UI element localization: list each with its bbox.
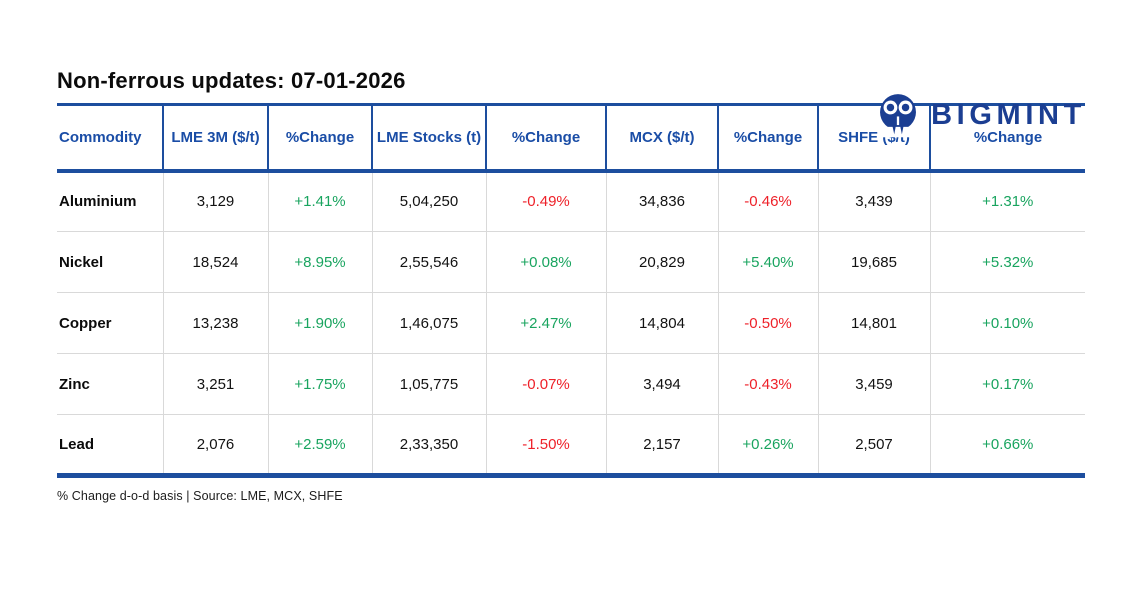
percent-change-cell: +1.41% — [267, 170, 372, 232]
price-value-cell: 3,439 — [817, 170, 930, 232]
percent-change-cell: -1.50% — [485, 414, 606, 476]
percent-change-cell: +0.17% — [929, 353, 1085, 415]
commodity-name-cell: Aluminium — [59, 193, 137, 211]
table-row: Zinc 3,251 +1.75% 1,05,775 -0.07% 3,494 -0.43%… — [57, 353, 1085, 415]
price-value-cell: 20,829 — [605, 231, 718, 293]
table-row: Lead 2,076 +2.59% 2,33,350 -1.50% 2,157 +0.26%… — [57, 414, 1085, 476]
percent-change-cell: +0.26% — [717, 414, 818, 476]
source-footnote: % Change d-o-d basis | Source: LME, MCX,… — [57, 489, 343, 503]
column-header-commodity: Commodity — [57, 104, 163, 173]
percent-change-cell: -0.43% — [717, 353, 818, 415]
price-value-cell: 13,238 — [162, 292, 268, 354]
price-value-cell: 34,836 — [605, 170, 718, 232]
percent-change-cell: +5.32% — [929, 231, 1085, 293]
percent-change-cell: +1.31% — [929, 170, 1085, 232]
percent-change-cell: +2.59% — [267, 414, 372, 476]
percent-change-cell: +5.40% — [717, 231, 818, 293]
price-value-cell: 19,685 — [817, 231, 930, 293]
price-value-cell: 1,05,775 — [371, 353, 486, 415]
price-value-cell: 2,157 — [605, 414, 718, 476]
percent-change-cell: -0.49% — [485, 170, 606, 232]
price-value-cell: 3,494 — [605, 353, 718, 415]
price-value-cell: 5,04,250 — [371, 170, 486, 232]
price-value-cell: 3,459 — [817, 353, 930, 415]
price-value-cell: 2,33,350 — [371, 414, 486, 476]
page-title: Non-ferrous updates: 07-01-2026 — [57, 68, 406, 93]
price-value-cell: 3,251 — [162, 353, 268, 415]
percent-change-cell: +2.47% — [485, 292, 606, 354]
percent-change-cell: +1.90% — [267, 292, 372, 354]
percent-change-cell: -0.50% — [717, 292, 818, 354]
percent-change-cell: +8.95% — [267, 231, 372, 293]
column-header-lme-3m: LME 3M ($/t) — [162, 104, 268, 173]
bigmint-wordmark: BIGMINT — [931, 98, 1086, 131]
commodity-price-table: Commodity LME 3M ($/t) %Change LME Stock… — [57, 103, 1085, 478]
column-header-lme-change: %Change — [267, 104, 372, 173]
price-value-cell: 2,076 — [162, 414, 268, 476]
percent-change-cell: +0.10% — [929, 292, 1085, 354]
bigmint-emblem-icon — [877, 94, 919, 138]
column-header-lme-stocks: LME Stocks (t) — [371, 104, 486, 173]
column-header-shfe-change: %Change — [929, 104, 1085, 173]
price-value-cell: 1,46,075 — [371, 292, 486, 354]
commodity-name-cell: Lead — [57, 414, 163, 476]
commodity-name-cell: Copper — [57, 292, 163, 354]
price-value-cell: 14,804 — [605, 292, 718, 354]
commodity-name-cell: Nickel — [57, 231, 163, 293]
price-value-cell: 2,507 — [817, 414, 930, 476]
bigmint-logo: BIGMINT — [875, 92, 1086, 138]
table-row: Copper 13,238 +1.90% 1,46,075 +2.47% 14,804 -0… — [57, 292, 1085, 354]
percent-change-cell: -0.07% — [485, 353, 606, 415]
column-header-mcx-change: %Change — [717, 104, 818, 173]
column-header-stocks-change: %Change — [485, 104, 606, 173]
commodity-name-cell: Zinc — [57, 353, 163, 415]
percent-change-cell: +0.08% — [485, 231, 606, 293]
percent-change-cell: +0.66% — [929, 414, 1085, 476]
percent-change-cell: +1.75% — [267, 353, 372, 415]
table-row: Aluminium 3,129 +1.41% 5,04,250 -0.49% 34,836… — [57, 170, 1085, 232]
price-value-cell: 18,524 — [162, 231, 268, 293]
price-value-cell: 3,129 — [162, 170, 268, 232]
price-value-cell: 2,55,546 — [371, 231, 486, 293]
column-header-mcx: MCX ($/t) — [605, 104, 718, 173]
table-row: Nickel 18,524 +8.95% 2,55,546 +0.08% 20,829 +5… — [57, 231, 1085, 293]
percent-change-cell: -0.46% — [717, 170, 818, 232]
price-value-cell: 14,801 — [817, 292, 930, 354]
